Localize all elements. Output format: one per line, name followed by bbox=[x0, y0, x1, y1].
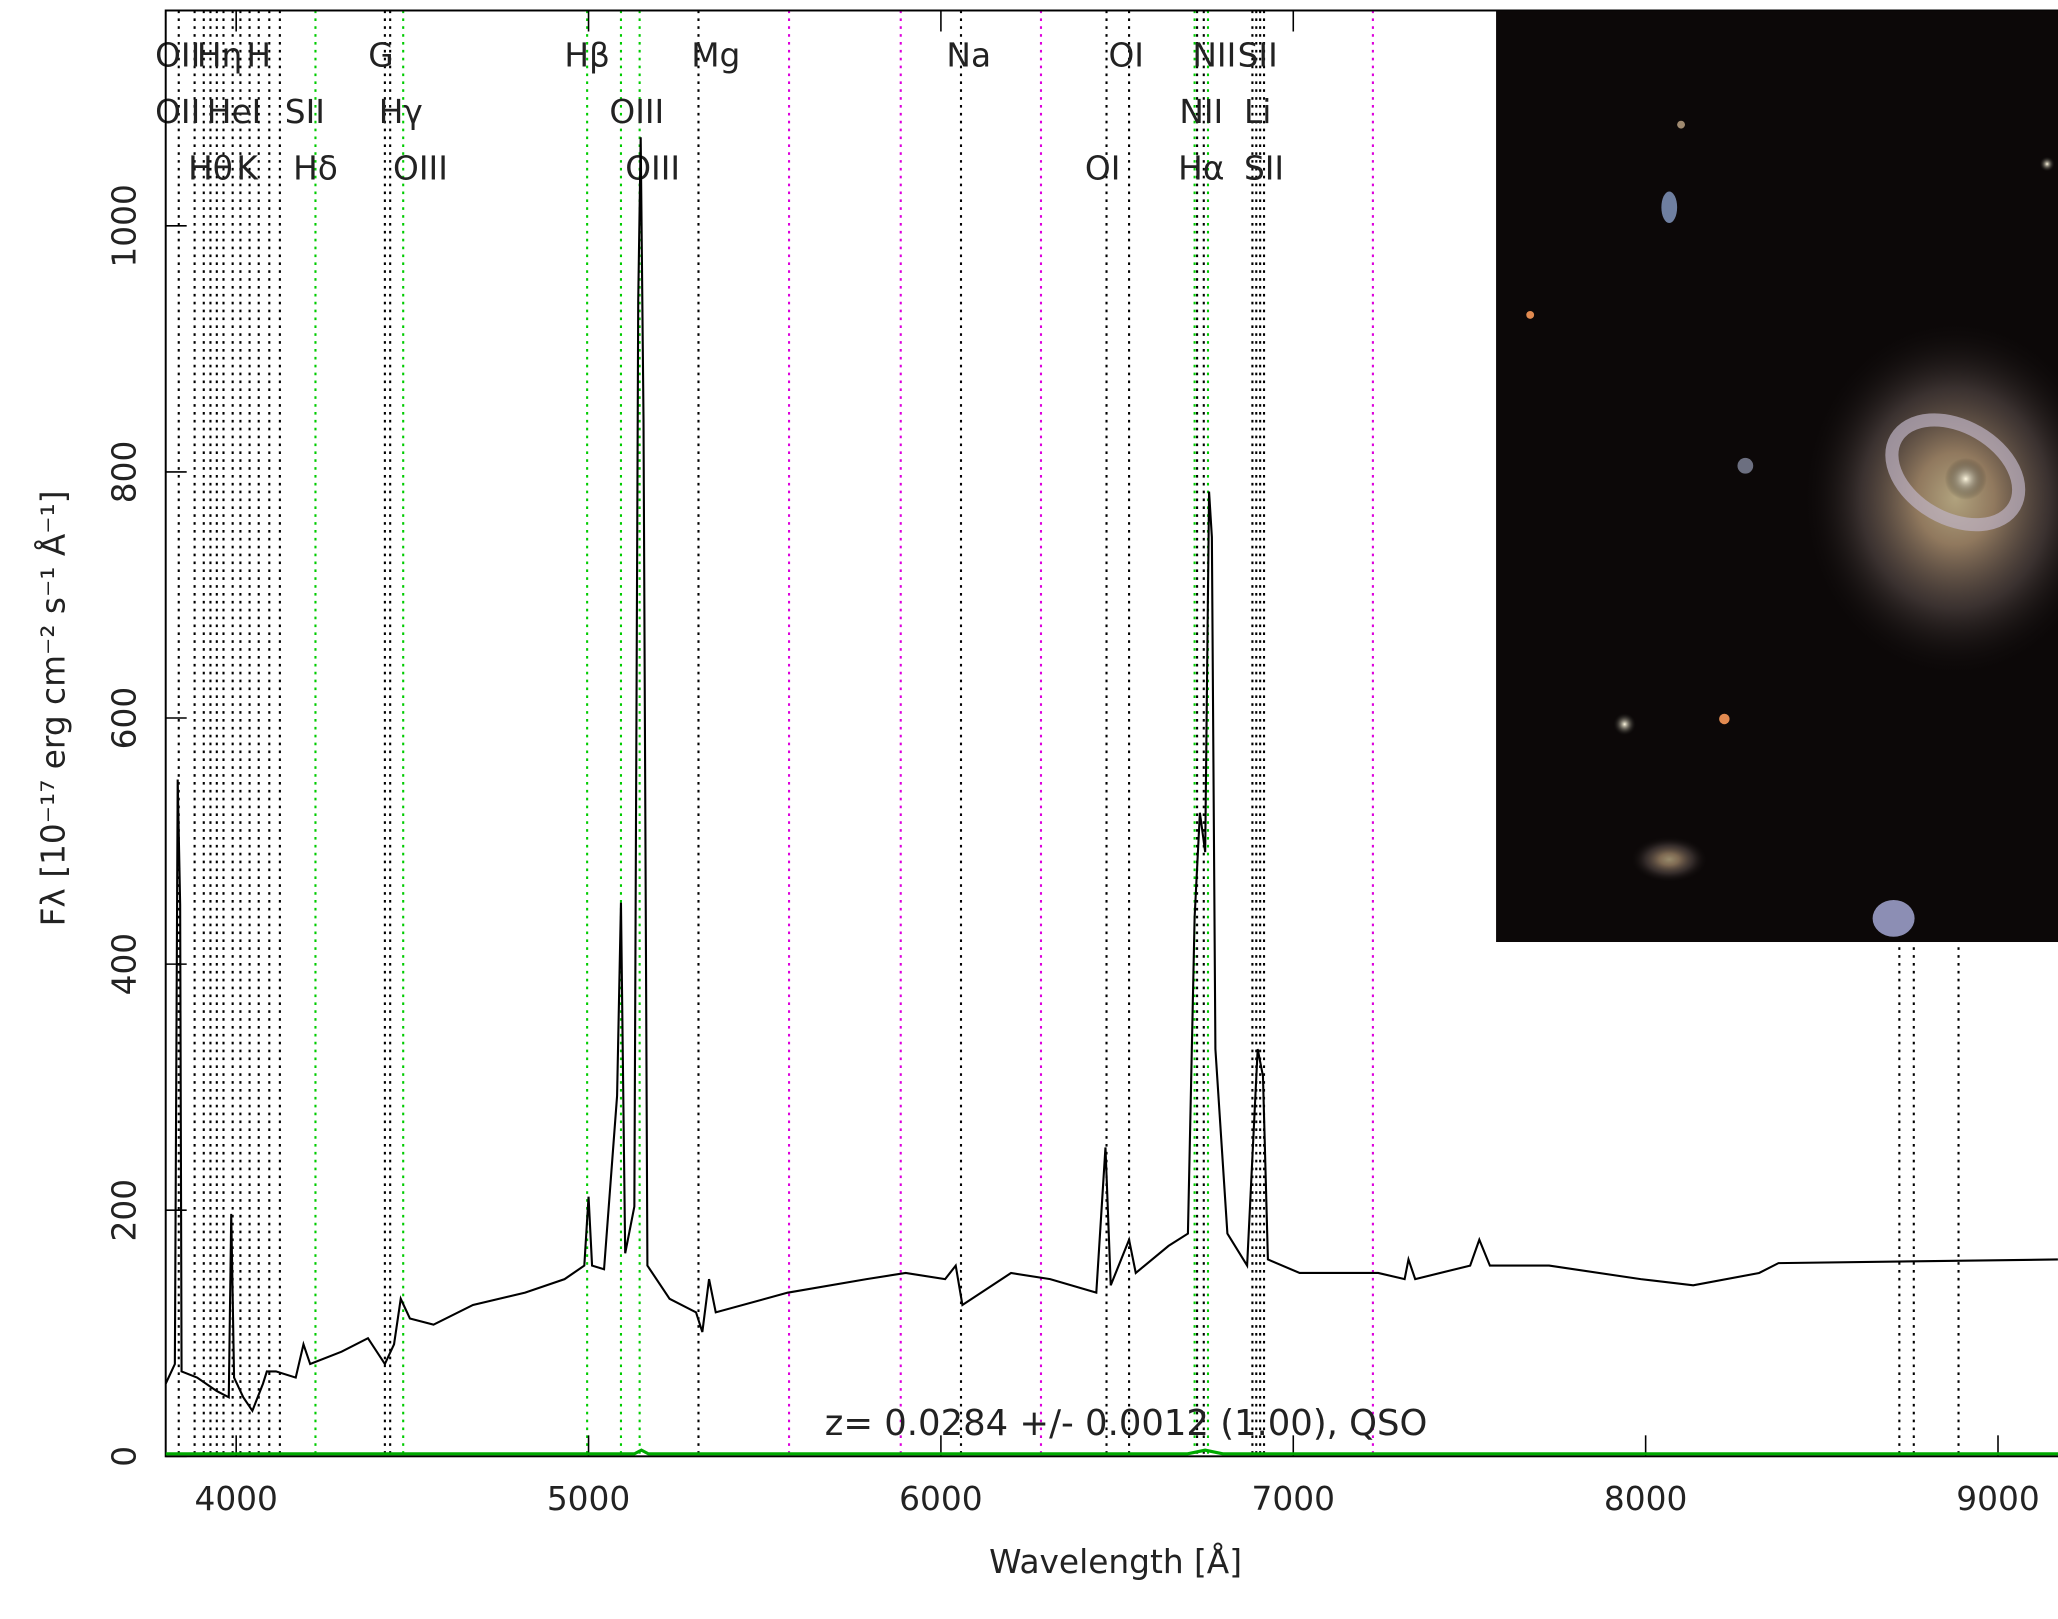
annotation: z= 0.0284 +/- 0.0012 (1.00), QSO bbox=[825, 1403, 1428, 1444]
x-axis-label: Wavelength [Å] bbox=[989, 1543, 1242, 1581]
y-tick-label: 0 bbox=[105, 1446, 143, 1467]
spectral-line-label: Hδ bbox=[293, 150, 338, 188]
spectral-line-label: OIII bbox=[625, 150, 680, 188]
spectral-line-label: NII bbox=[1192, 37, 1236, 75]
y-axis-label: Fλ [10⁻¹⁷ erg cm⁻² s⁻¹ Å⁻¹] bbox=[35, 491, 73, 927]
spectral-line-label: Na bbox=[946, 37, 991, 75]
y-tick-label: 800 bbox=[105, 441, 143, 504]
spectral-line-label: Li bbox=[1244, 93, 1271, 131]
galaxy-image bbox=[1496, 10, 2058, 943]
spectral-line-label: SII bbox=[1244, 150, 1284, 188]
spectral-line-label: Hγ bbox=[379, 93, 423, 131]
x-tick-label: 6000 bbox=[899, 1480, 982, 1518]
x-tick-label: 4000 bbox=[194, 1480, 277, 1518]
y-tick-label: 200 bbox=[105, 1179, 143, 1242]
spectral-line-label: OII bbox=[155, 93, 200, 131]
spectral-line-label: Hη bbox=[197, 37, 242, 75]
x-tick-label: 8000 bbox=[1604, 1480, 1687, 1518]
y-tick-label: 400 bbox=[105, 933, 143, 996]
spectral-line-label: NII bbox=[1179, 93, 1223, 131]
spectral-line-label: K bbox=[236, 150, 259, 188]
spectral-line-label: HeI bbox=[207, 93, 262, 131]
spectral-line-label: Hβ bbox=[564, 37, 610, 75]
spectral-line-label: SII bbox=[1238, 37, 1278, 75]
spectral-line-label: OIII bbox=[393, 150, 448, 188]
plot-frame bbox=[164, 9, 2058, 1458]
x-tick-label: 7000 bbox=[1252, 1480, 1335, 1518]
spectral-line-label: OII bbox=[155, 37, 200, 75]
spectral-line-label: Mg bbox=[691, 37, 740, 75]
spectral-line-label: G bbox=[368, 37, 393, 75]
spectral-line-label: OI bbox=[1085, 150, 1120, 188]
x-tick-label: 5000 bbox=[547, 1480, 630, 1518]
spectral-line-label: SII bbox=[285, 93, 325, 131]
spectrum-line bbox=[165, 1448, 2058, 1456]
spectral-line-label: OI bbox=[1109, 37, 1144, 75]
y-tick-label: 600 bbox=[105, 687, 143, 750]
spectral-line-label: OIII bbox=[609, 93, 664, 131]
spectral-line-label: Hα bbox=[1178, 150, 1224, 188]
spectral-line-label: Hθ bbox=[188, 150, 233, 188]
spectral-line-label: H bbox=[246, 37, 271, 75]
spectrum-line bbox=[165, 137, 2058, 1414]
y-tick-label: 1000 bbox=[105, 184, 143, 267]
x-tick-label: 9000 bbox=[1956, 1480, 2039, 1518]
